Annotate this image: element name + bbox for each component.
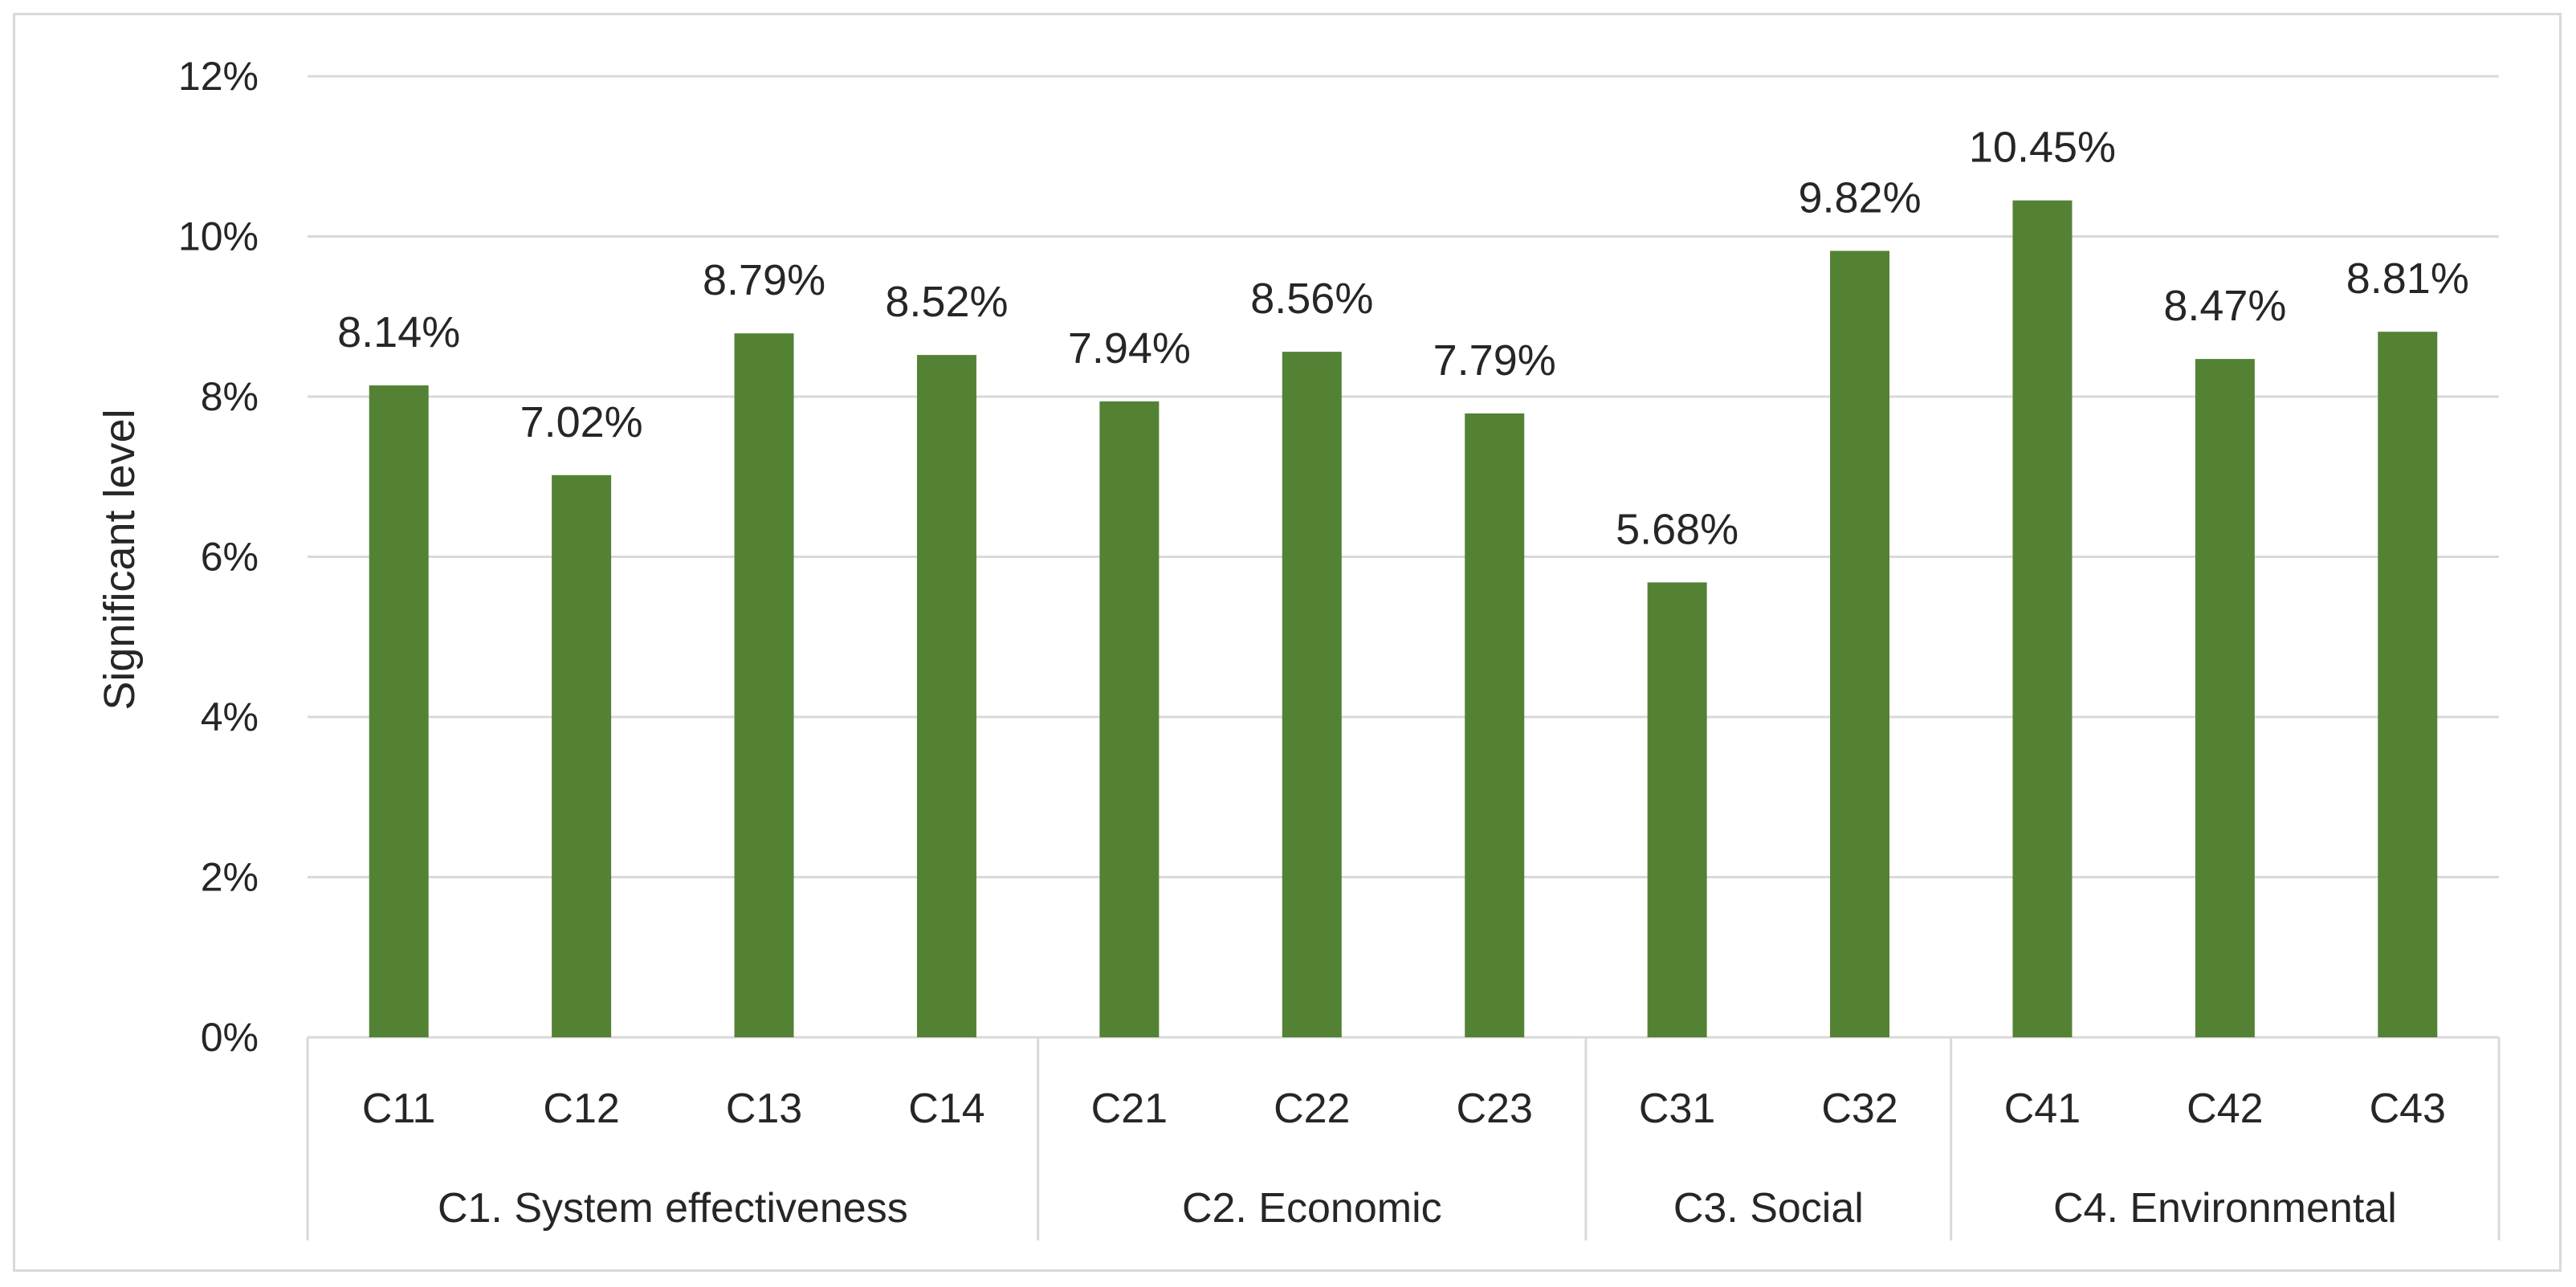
bar-c42 [2195, 359, 2255, 1037]
data-label-c31: 5.68% [1616, 505, 1738, 553]
bar-c41 [2012, 200, 2073, 1037]
y-tick-label: 2% [201, 855, 259, 900]
x-tick-label: C22 [1274, 1085, 1350, 1132]
data-label-c21: 7.94% [1068, 324, 1191, 373]
x-tick-label: C31 [1639, 1085, 1715, 1132]
bar-c14 [916, 355, 976, 1037]
data-label-c41: 10.45% [1969, 124, 2116, 172]
x-tick-label: C14 [908, 1085, 984, 1132]
bar-c23 [1465, 413, 1525, 1037]
data-label-c43: 8.81% [2346, 255, 2469, 303]
gridlines [308, 75, 2499, 1039]
x-tick-label: C21 [1091, 1085, 1168, 1132]
data-label-c14: 8.52% [885, 278, 1008, 326]
bar-c32 [1830, 250, 1890, 1038]
y-tick-label: 4% [201, 694, 259, 739]
group-label: C4. Environmental [2053, 1185, 2397, 1232]
x-tick-label: C11 [362, 1085, 436, 1132]
data-labels: 8.14% 7.02% 8.79% 8.52% 7.94% 8.56% 7.79% 5.68%… [337, 124, 2469, 554]
bar-c13 [734, 333, 794, 1037]
chart-border [13, 13, 2562, 1272]
bar-c12 [552, 474, 612, 1037]
bar-c22 [1282, 352, 1342, 1037]
y-tick-label: 6% [201, 535, 259, 580]
group-label: C1. System effectiveness [438, 1185, 908, 1232]
x-tick-label: C13 [726, 1085, 802, 1132]
x-tick-label: C42 [2187, 1085, 2263, 1132]
x-tick-label: C23 [1457, 1085, 1533, 1132]
data-label-c11: 8.14% [337, 308, 460, 356]
y-tick-label: 12% [178, 54, 259, 99]
data-label-c12: 7.02% [520, 398, 643, 446]
y-tick-label: 0% [201, 1015, 259, 1060]
bar-c21 [1099, 401, 1160, 1037]
bar-c11 [369, 385, 429, 1037]
x-tick-label: C41 [2004, 1085, 2081, 1132]
bar-c43 [2378, 332, 2438, 1037]
data-label-c42: 8.47% [2163, 282, 2286, 330]
group-label: C2. Economic [1182, 1185, 1442, 1232]
y-axis-title: Significant level [96, 409, 144, 710]
x-axis: C11 C12 C13 C14 C21 C22 C23 C31 C32 C41 C42 C43 C1. … [306, 1037, 2501, 1240]
y-tick-label: 10% [178, 214, 259, 259]
data-label-c32: 9.82% [1798, 173, 1921, 222]
y-axis-ticks: 0% 2% 4% 6% 8% 10% 12% [178, 54, 259, 1060]
bar-c31 [1647, 582, 1707, 1037]
y-tick-label: 8% [201, 374, 259, 419]
x-tick-label: C32 [1821, 1085, 1897, 1132]
bars [369, 200, 2438, 1038]
data-label-c22: 8.56% [1250, 275, 1373, 323]
x-tick-label: C12 [543, 1085, 619, 1132]
group-label: C3. Social [1673, 1185, 1864, 1232]
x-tick-label: C43 [2370, 1085, 2446, 1132]
data-label-c13: 8.79% [703, 256, 825, 304]
data-label-c23: 7.79% [1433, 336, 1556, 385]
